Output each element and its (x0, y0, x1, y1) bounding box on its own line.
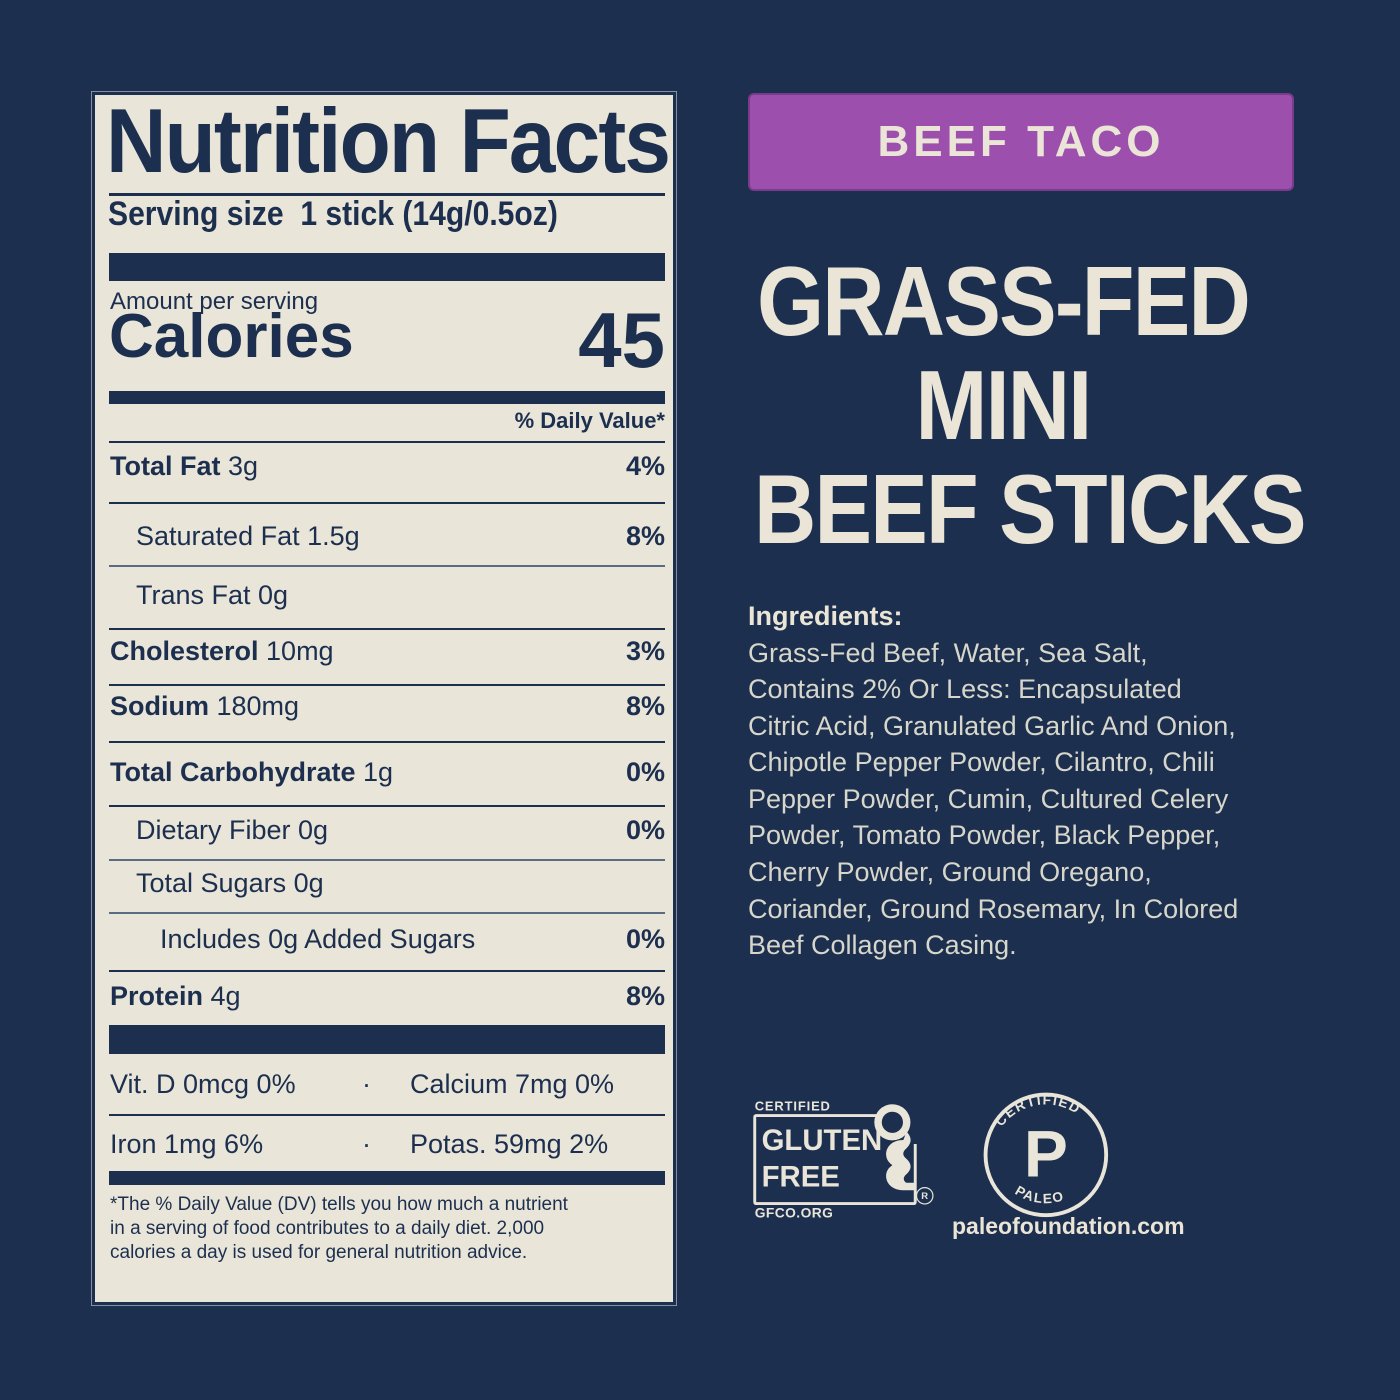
svg-text:GLUTEN: GLUTEN (762, 1124, 883, 1157)
svg-text:P: P (1024, 1116, 1068, 1190)
svg-text:R: R (921, 1191, 928, 1202)
svg-text:CERTIFIED: CERTIFIED (755, 1100, 831, 1113)
svg-text:GFCO.ORG: GFCO.ORG (755, 1205, 834, 1220)
svg-text:FREE: FREE (762, 1160, 840, 1193)
